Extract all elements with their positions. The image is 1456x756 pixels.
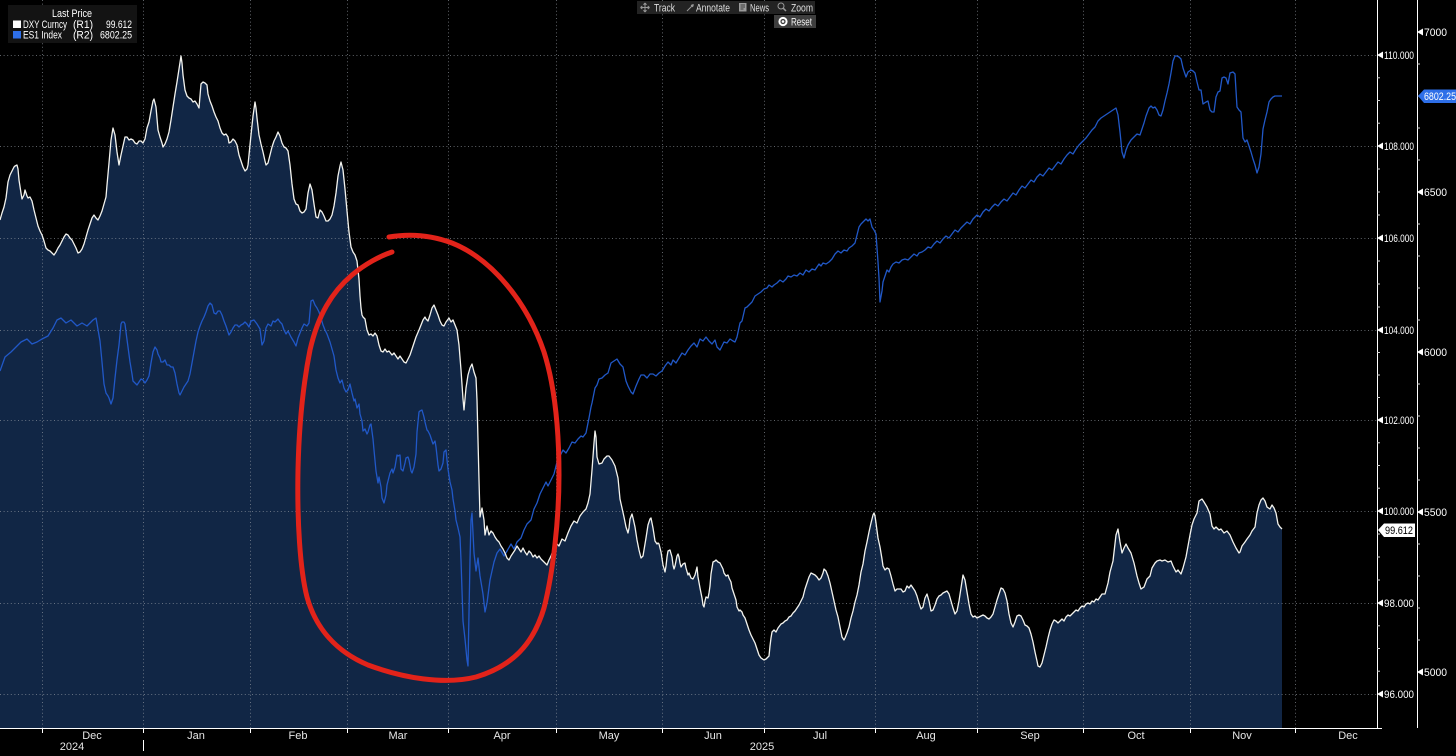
svg-text:104.000: 104.000 [1384, 325, 1414, 337]
svg-text:98.000: 98.000 [1384, 598, 1414, 610]
svg-text:2024: 2024 [60, 741, 84, 753]
svg-text:5000: 5000 [1424, 667, 1447, 679]
svg-text:(R1): (R1) [73, 19, 93, 31]
svg-text:Jun: Jun [704, 730, 722, 742]
svg-text:May: May [599, 730, 620, 742]
svg-text:Aug: Aug [916, 730, 936, 742]
svg-text:Last Price: Last Price [52, 8, 92, 20]
svg-text:100.000: 100.000 [1384, 506, 1414, 518]
svg-text:6000: 6000 [1424, 347, 1447, 359]
svg-text:5500: 5500 [1424, 507, 1447, 519]
svg-text:Sep: Sep [1020, 730, 1040, 742]
svg-text:Feb: Feb [289, 730, 308, 742]
svg-text:102.000: 102.000 [1384, 415, 1414, 427]
svg-text:Annotate: Annotate [696, 3, 730, 15]
svg-text:Jan: Jan [187, 730, 205, 742]
svg-text:99.612: 99.612 [106, 19, 132, 31]
svg-text:Dec: Dec [1338, 730, 1358, 742]
svg-text:110.000: 110.000 [1384, 50, 1414, 62]
svg-text:Nov: Nov [1232, 730, 1252, 742]
svg-text:DXY Curncy: DXY Curncy [23, 19, 67, 31]
svg-text:6802.25: 6802.25 [100, 30, 132, 42]
svg-text:106.000: 106.000 [1384, 233, 1414, 245]
svg-text:News: News [750, 3, 769, 15]
svg-text:Jul: Jul [813, 730, 827, 742]
svg-text:96.000: 96.000 [1384, 689, 1414, 701]
svg-text:ES1 Index: ES1 Index [23, 30, 62, 42]
svg-text:Oct: Oct [1127, 730, 1144, 742]
svg-text:6500: 6500 [1424, 187, 1447, 199]
svg-text:108.000: 108.000 [1384, 141, 1414, 153]
svg-text:2025: 2025 [750, 741, 774, 753]
svg-text:(R2): (R2) [73, 30, 93, 42]
svg-text:6802.25: 6802.25 [1424, 91, 1456, 103]
svg-text:99.612: 99.612 [1385, 525, 1413, 537]
svg-text:Reset: Reset [791, 17, 812, 29]
svg-text:7000: 7000 [1424, 27, 1447, 39]
svg-text:Track: Track [654, 3, 675, 15]
svg-text:Dec: Dec [82, 730, 102, 742]
svg-text:Mar: Mar [389, 730, 408, 742]
svg-text:Apr: Apr [493, 730, 510, 742]
svg-text:Zoom: Zoom [791, 3, 813, 15]
